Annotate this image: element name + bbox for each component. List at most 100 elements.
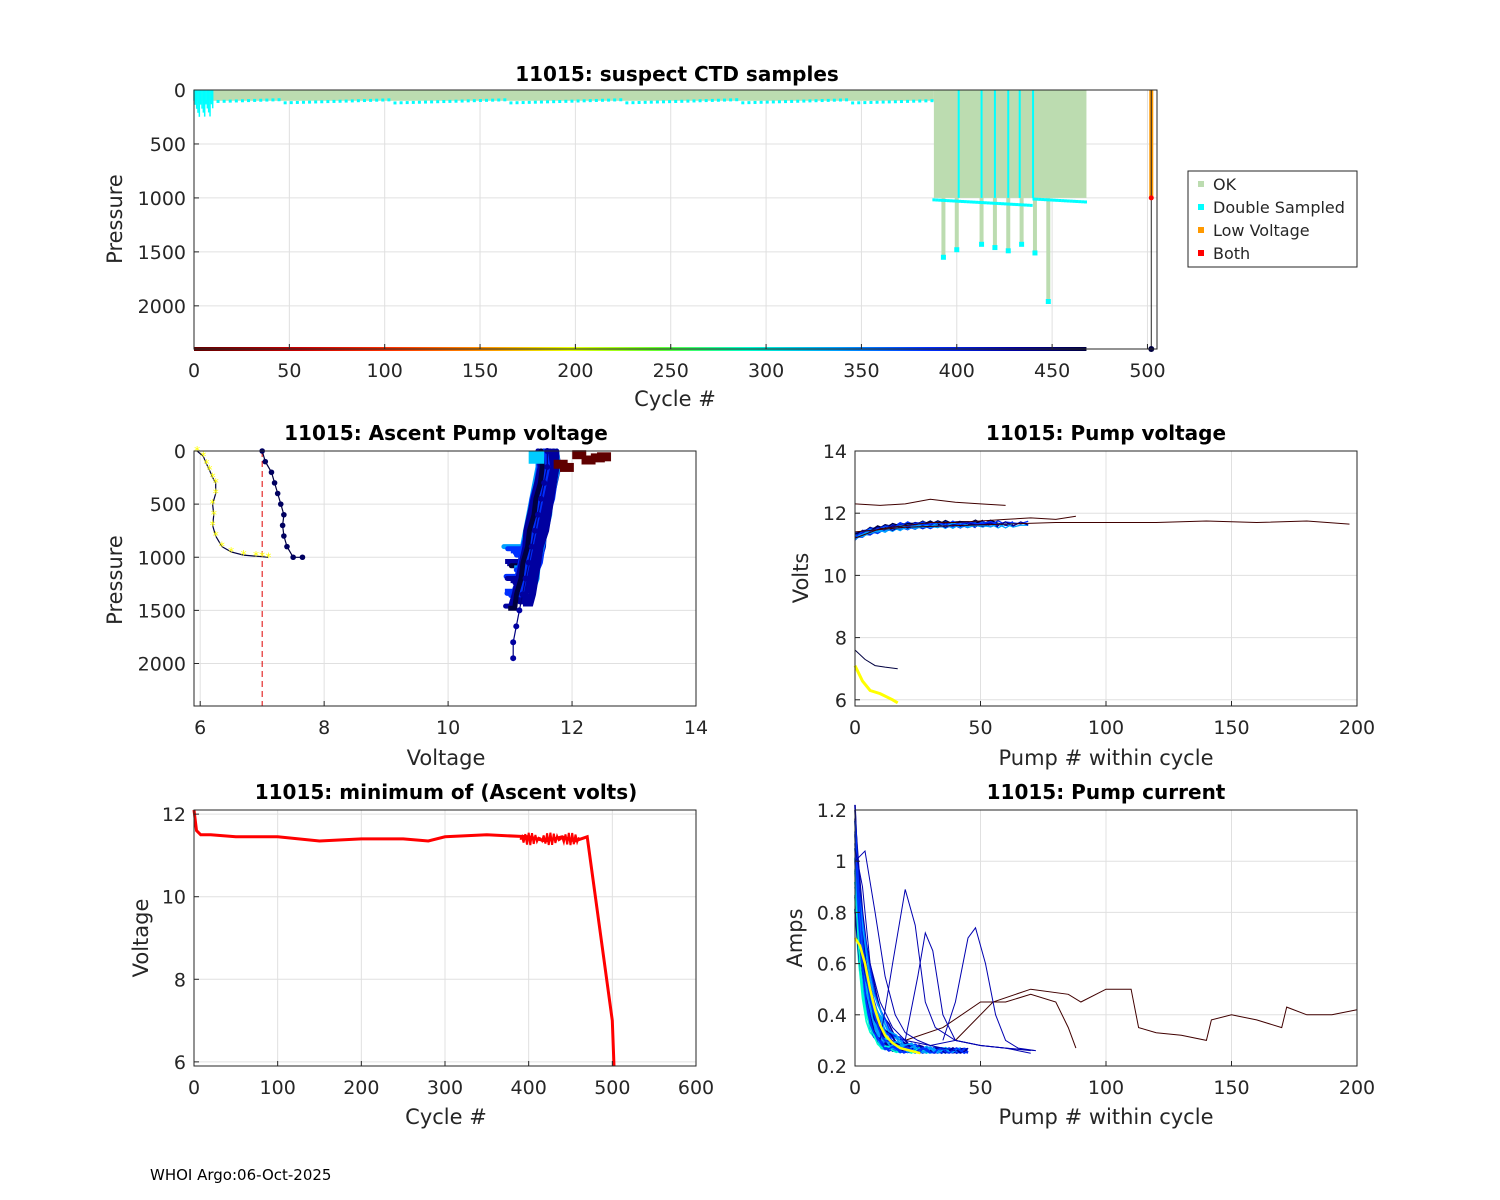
legend-p1: OK Double Sampled Low Voltage Both (1187, 170, 1358, 268)
low-voltage-marker: * (210, 471, 216, 485)
double-sampled-marker (1035, 197, 1039, 201)
double-sampled-marker (863, 101, 867, 105)
low-voltage-marker: * (219, 540, 225, 554)
early-cycle-marker (581, 455, 596, 465)
low-voltage-marker: * (206, 463, 212, 477)
double-sampled-marker (1032, 250, 1038, 256)
double-sampled-marker (607, 98, 611, 102)
double-sampled-marker (975, 200, 979, 204)
double-sampled-marker (362, 99, 366, 103)
legend-label-low: Low Voltage (1213, 221, 1310, 240)
deep-profile-point (538, 495, 545, 502)
current-series-peak-e (854, 849, 956, 1052)
ylabel-p1: Pressure (103, 174, 127, 264)
double-sampled-marker (924, 99, 928, 103)
double-sampled-marker (954, 247, 960, 253)
low-voltage-marker: * (253, 549, 259, 563)
deep-profile-point (516, 607, 523, 614)
dying-profile-point (271, 480, 278, 486)
xtick-label: 150 (1213, 1077, 1249, 1099)
voltage-trace (854, 523, 1014, 538)
dying-profile-point (274, 490, 281, 497)
ticks-p4: 0 100 200 300 400 500 600 6 8 10 12 (162, 804, 714, 1099)
double-sampled-marker (723, 98, 727, 102)
deep-profile-point (544, 463, 551, 470)
dying-profile-point (299, 554, 306, 561)
double-sampled-marker (546, 100, 550, 104)
double-sampled-marker (234, 99, 238, 103)
xtick-label: 100 (367, 360, 403, 382)
double-sampled-marker (777, 100, 781, 104)
double-sampled-marker (594, 98, 598, 102)
low-voltage-marker: * (228, 545, 234, 559)
double-sampled-marker (472, 99, 476, 103)
xtick-label: 300 (748, 360, 784, 382)
double-sampled-marker (940, 198, 944, 202)
ytick-label: 12 (823, 503, 847, 525)
double-sampled-marker (958, 199, 962, 203)
legend-label-ok: OK (1213, 175, 1237, 194)
ytick-label: 1 (835, 851, 847, 873)
double-sampled-marker (387, 98, 391, 102)
double-sampled-marker (369, 98, 373, 102)
double-sampled-marker (983, 201, 987, 205)
double-sampled-marker (759, 100, 763, 104)
deep-profile-point (531, 527, 538, 534)
double-sampled-marker (332, 99, 336, 103)
double-sampled-marker (674, 99, 678, 103)
current-series-low-cycle (853, 937, 921, 1055)
current-trace (854, 831, 931, 1052)
double-sampled-marker (802, 99, 806, 103)
low-voltage-profile-line (196, 450, 269, 558)
double-sampled-marker (979, 241, 985, 247)
xtick-label: 0 (849, 1077, 861, 1099)
double-sampled-marker (1066, 199, 1070, 203)
xtick-label: 600 (678, 1077, 714, 1099)
xtick-label: 200 (1339, 1077, 1375, 1099)
double-sampled-marker (820, 99, 824, 103)
double-sampled-marker (637, 100, 641, 104)
ytick-label: 1000 (138, 547, 186, 569)
double-sampled-marker (1081, 200, 1085, 204)
dying-profile-point (281, 533, 287, 539)
double-sampled-marker (935, 198, 939, 202)
title-p5: 11015: Pump current (987, 780, 1226, 804)
double-sampled-marker (845, 98, 849, 102)
double-sampled-marker (832, 98, 836, 102)
xtick-label: 300 (427, 1077, 463, 1099)
double-sampled-marker (1001, 202, 1005, 206)
ytick-label: 14 (823, 441, 847, 463)
double-sampled-marker (710, 98, 714, 102)
xtick-label: 100 (260, 1077, 296, 1099)
double-sampled-marker (1026, 203, 1030, 207)
double-sampled-marker (686, 99, 690, 103)
xtick-label: 50 (277, 360, 301, 382)
double-sampled-marker (393, 101, 397, 105)
grid-p4 (193, 810, 697, 1066)
double-sampled-marker (1083, 200, 1087, 204)
double-sampled-marker (952, 199, 956, 203)
double-sampled-marker (998, 202, 1002, 206)
double-sampled-marker (1003, 202, 1007, 206)
double-sampled-marker (1046, 198, 1050, 202)
double-sampled-marker (552, 100, 556, 104)
ylabel-p5: Amps (783, 908, 807, 967)
low-voltage-marker: * (200, 449, 206, 463)
xtick-label: 200 (343, 1077, 379, 1099)
double-sampled-marker (289, 101, 293, 105)
deep-profile-point (513, 623, 520, 630)
min-volts-line (192, 809, 616, 1067)
dying-profile-point (268, 469, 275, 476)
xtick-label: 400 (511, 1077, 547, 1099)
double-sampled-marker (906, 99, 910, 103)
double-sampled-marker (1045, 299, 1051, 305)
double-sampled-marker (966, 200, 970, 204)
double-sampled-marker (466, 99, 470, 103)
panel-min-ascent-volts: 11015: minimum of (Ascent volts) 0 100 200… (129, 780, 714, 1129)
xlabel-p5: Pump # within cycle (999, 1105, 1214, 1129)
double-sampled-marker (881, 100, 885, 104)
double-sampled-marker (729, 98, 733, 102)
ticks-p2: 6 8 10 12 14 0 500 1000 1500 2000 (138, 441, 708, 739)
legend-label-both: Both (1213, 244, 1250, 263)
